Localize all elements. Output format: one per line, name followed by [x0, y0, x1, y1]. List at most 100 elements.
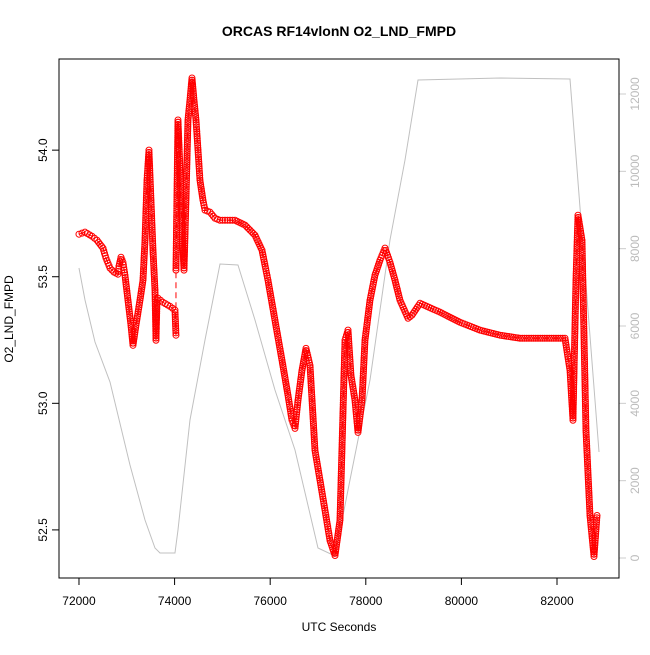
o2-point — [200, 201, 208, 209]
o2-point — [195, 158, 203, 166]
y2-tick-label: 4000 — [628, 390, 642, 417]
o2-point — [585, 498, 593, 506]
o2-point — [175, 139, 183, 147]
o2-point — [183, 138, 191, 146]
o2-point — [570, 383, 578, 391]
o2-point — [146, 176, 154, 184]
o2-point — [580, 336, 588, 344]
o2-point — [338, 432, 346, 440]
o2-point — [182, 187, 190, 195]
o2-point — [570, 374, 578, 382]
o2-point — [78, 229, 86, 237]
o2-point — [584, 469, 592, 477]
o2-point — [527, 334, 535, 342]
o2-point — [176, 155, 184, 163]
o2-point — [183, 141, 191, 149]
o2-point — [564, 353, 572, 361]
o2-point — [124, 294, 132, 302]
o2-point — [145, 158, 153, 166]
o2-point — [580, 329, 588, 337]
o2-point — [336, 501, 344, 509]
o2-point — [189, 83, 197, 91]
o2-point — [188, 74, 196, 82]
o2-point — [172, 260, 180, 268]
o2-point — [580, 356, 588, 364]
o2-point — [572, 298, 580, 306]
o2-point — [580, 316, 588, 324]
o2-point — [175, 152, 183, 160]
o2-point — [172, 329, 180, 337]
o2-point — [584, 464, 592, 472]
o2-point — [181, 223, 189, 231]
o2-point — [174, 116, 182, 124]
o2-point — [570, 345, 578, 353]
o2-point — [338, 456, 346, 464]
o2-point — [145, 155, 153, 163]
o2-point — [181, 244, 189, 252]
o2-point — [183, 149, 191, 157]
o2-point — [194, 148, 202, 156]
o2-point — [554, 334, 562, 342]
o2-point — [141, 238, 149, 246]
o2-point — [122, 276, 130, 284]
o2-point — [192, 112, 200, 120]
o2-point — [581, 360, 589, 368]
o2-point — [579, 287, 587, 295]
o2-point — [569, 398, 577, 406]
o2-point — [149, 237, 157, 245]
o2-point — [585, 500, 593, 508]
o2-point — [310, 437, 318, 445]
o2-point — [340, 376, 348, 384]
o2-point — [571, 305, 579, 313]
o2-point — [582, 424, 590, 432]
o2-point — [148, 217, 156, 225]
o2-point — [351, 399, 359, 407]
o2-point — [532, 334, 540, 342]
o2-point — [346, 355, 354, 363]
o2-point — [292, 415, 300, 423]
o2-point — [145, 148, 153, 156]
o2-point — [571, 325, 579, 333]
o2-point — [190, 98, 198, 106]
o2-point — [147, 194, 155, 202]
o2-point — [582, 407, 590, 415]
o2-point — [582, 433, 590, 441]
o2-point — [341, 347, 349, 355]
o2-point — [339, 401, 347, 409]
o2-point — [121, 273, 129, 281]
o2-point — [152, 330, 160, 338]
o2-point — [181, 246, 189, 254]
o2-point — [182, 185, 190, 193]
o2-point — [308, 399, 316, 407]
o2-point — [124, 296, 132, 304]
o2-point — [307, 386, 315, 394]
o2-point — [580, 345, 588, 353]
o2-point — [579, 296, 587, 304]
o2-point — [310, 424, 318, 432]
o2-point — [141, 230, 149, 238]
o2-point — [172, 248, 180, 256]
o2-point — [121, 271, 129, 279]
o2-point — [580, 325, 588, 333]
o2-point — [149, 244, 157, 252]
o2-point — [341, 350, 349, 358]
o2-point — [357, 401, 365, 409]
o2-point — [358, 399, 366, 407]
y2-tick-label: 6000 — [628, 312, 642, 339]
o2-point — [176, 171, 184, 179]
o2-point — [190, 94, 198, 102]
o2-point — [570, 361, 578, 369]
o2-point — [579, 305, 587, 313]
o2-point — [359, 381, 367, 389]
o2-point — [359, 385, 367, 393]
o2-point — [184, 125, 192, 133]
o2-point — [295, 392, 303, 400]
o2-point — [346, 353, 354, 361]
o2-point — [579, 269, 587, 277]
o2-point — [183, 167, 191, 175]
o2-point — [180, 255, 188, 263]
o2-point — [310, 433, 318, 441]
o2-point — [141, 243, 149, 251]
o2-point — [297, 376, 305, 384]
o2-point — [298, 369, 306, 377]
